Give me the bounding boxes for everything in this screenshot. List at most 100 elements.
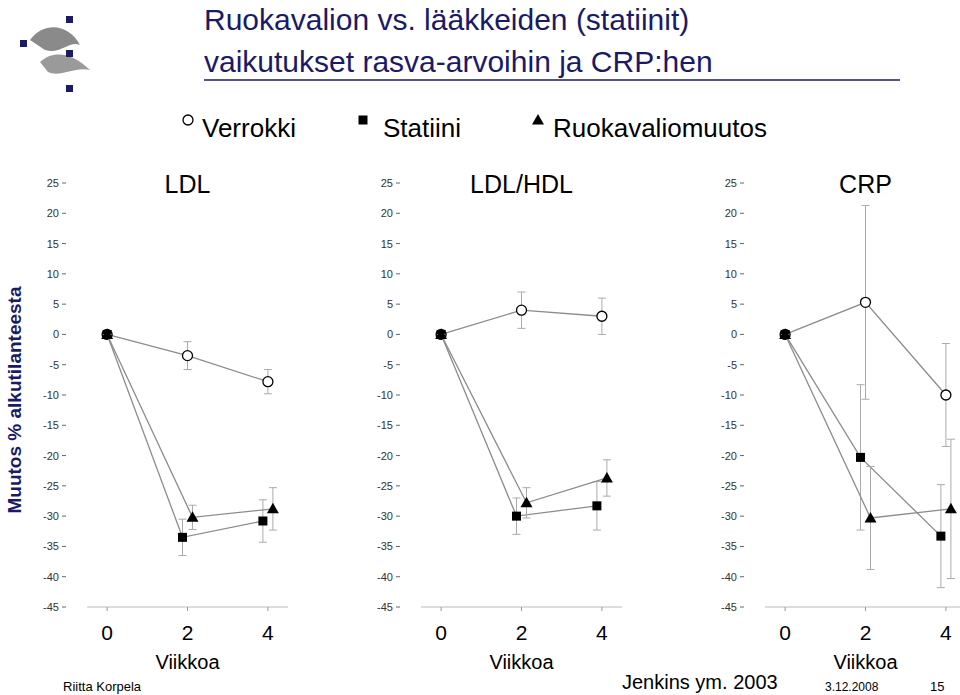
y-tick: [740, 485, 744, 486]
data-point: [865, 512, 877, 523]
error-bar-cap: [179, 519, 187, 520]
error-bar-cap: [857, 530, 865, 531]
x-tick-label: 2: [182, 621, 194, 644]
data-point: [780, 329, 790, 339]
error-bar-cap: [598, 298, 606, 299]
x-tick: [441, 607, 442, 611]
panel: LDL-45-40-35-30-25-20-15-10-505101520250…: [43, 170, 288, 673]
panel-title: LDL/HDL: [470, 170, 573, 198]
y-tick-label: -5: [49, 359, 59, 371]
y-tick: [740, 243, 744, 244]
x-tick-label: 0: [779, 621, 791, 644]
plot-area: [435, 292, 613, 534]
error-bar-cap: [937, 587, 945, 588]
y-tick: [62, 607, 66, 608]
error-bar-cap: [862, 399, 870, 400]
data-point: [263, 377, 273, 387]
y-tick: [62, 364, 66, 365]
data-point: [187, 511, 199, 522]
panel-title: CRP: [839, 170, 892, 198]
x-tick: [267, 607, 268, 611]
legend-label: Statiini: [383, 113, 461, 143]
y-tick-label: -45: [377, 601, 393, 613]
x-tick: [601, 607, 602, 611]
x-tick-label: 0: [435, 621, 447, 644]
y-tick: [62, 395, 66, 396]
x-tick-label: 2: [516, 621, 528, 644]
error-bar-cap: [184, 369, 192, 370]
y-tick: [740, 576, 744, 577]
x-label: Viikkoa: [833, 651, 898, 673]
legend-marker: [359, 116, 368, 125]
series-line: [107, 334, 273, 517]
y-tick-label: 25: [725, 177, 737, 189]
y-tick-label: -10: [377, 389, 393, 401]
error-bar: [862, 205, 870, 399]
error-bar-cap: [518, 328, 526, 329]
data-point: [941, 390, 951, 400]
x-label: Viikkoa: [489, 651, 554, 673]
error-bar-cap: [189, 529, 197, 530]
x-tick-label: 4: [596, 621, 608, 644]
y-tick: [740, 334, 744, 335]
error-bar: [259, 500, 267, 542]
y-tick-label: -10: [43, 389, 59, 401]
error-bar-cap: [184, 341, 192, 342]
data-point: [521, 497, 533, 508]
x-tick: [187, 607, 188, 611]
y-tick: [740, 395, 744, 396]
x-tick-label: 4: [940, 621, 952, 644]
error-bar-cap: [259, 499, 267, 500]
y-tick: [740, 425, 744, 426]
logo-square: [66, 85, 73, 92]
error-bar-cap: [179, 555, 187, 556]
y-tick-label: 20: [725, 207, 737, 219]
y-tick: [62, 243, 66, 244]
error-bar-cap: [264, 369, 272, 370]
error-bar-cap: [947, 578, 955, 579]
y-tick-label: 5: [53, 298, 59, 310]
y-tick: [740, 455, 744, 456]
y-tick: [62, 304, 66, 305]
x-tick: [107, 607, 108, 611]
data-point: [856, 453, 865, 462]
error-bar-cap: [518, 292, 526, 293]
error-bar: [518, 292, 526, 328]
y-tick-label: 0: [731, 328, 737, 340]
error-bar: [857, 385, 865, 530]
y-tick-label: -15: [43, 419, 59, 431]
logo-square: [66, 16, 73, 23]
error-bar: [184, 342, 192, 370]
data-point: [861, 297, 871, 307]
y-tick-label: -15: [377, 419, 393, 431]
logo-square: [20, 40, 27, 47]
x-tick-label: 0: [101, 621, 113, 644]
error-bar-cap: [264, 393, 272, 394]
error-bar-cap: [947, 439, 955, 440]
y-tick: [740, 183, 744, 184]
y-tick: [396, 273, 400, 274]
legend: VerrokkiStatiiniRuokavaliomuutos: [183, 113, 767, 143]
y-tick-label: -5: [383, 359, 393, 371]
data-point: [779, 328, 791, 339]
y-tick: [396, 485, 400, 486]
error-bar-cap: [523, 487, 531, 488]
y-tick: [396, 395, 400, 396]
title: vaikutukset rasva-arvoihin ja CRP:hen: [204, 45, 713, 78]
y-tick: [740, 304, 744, 305]
y-tick-label: 10: [381, 268, 393, 280]
y-tick: [62, 516, 66, 517]
data-point: [592, 501, 601, 510]
y-tick-label: -35: [721, 540, 737, 552]
y-tick: [396, 546, 400, 547]
error-bar-cap: [867, 569, 875, 570]
data-point: [435, 328, 447, 339]
y-tick: [62, 273, 66, 274]
y-tick: [396, 304, 400, 305]
logo-square: [66, 50, 73, 57]
y-tick-label: 5: [387, 298, 393, 310]
error-bar-cap: [942, 446, 950, 447]
y-tick: [740, 364, 744, 365]
title-rule: [204, 79, 900, 81]
y-tick: [62, 425, 66, 426]
